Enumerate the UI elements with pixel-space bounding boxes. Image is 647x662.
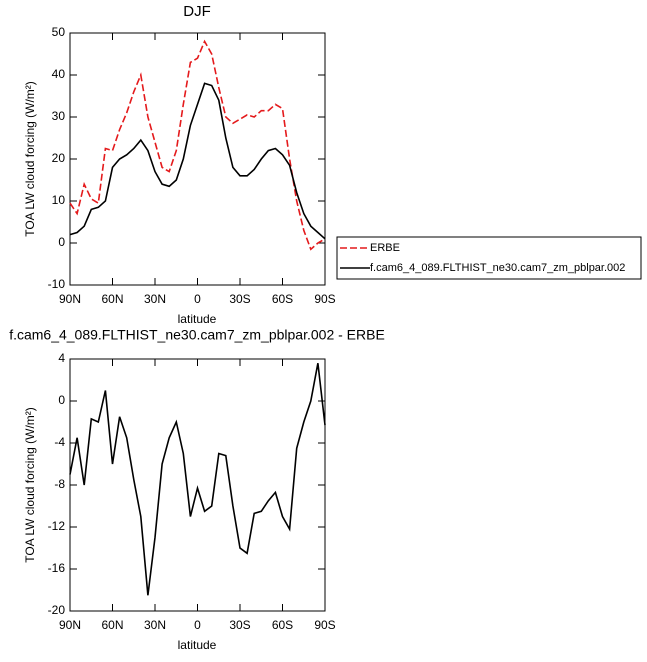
x-tick-label: 60S <box>272 618 293 632</box>
y-tick-label: 0 <box>58 235 65 249</box>
y-axis-label: TOA LW cloud forcing (W/m²) <box>23 407 37 563</box>
x-tick-label: 90N <box>59 292 81 306</box>
x-tick-label: 60N <box>101 292 123 306</box>
plot-frame <box>69 32 326 286</box>
x-tick-label: 30N <box>144 618 166 632</box>
y-tick-label: -8 <box>54 477 65 491</box>
y-tick-label: 30 <box>52 109 66 123</box>
legend-label: f.cam6_4_089.FLTHIST_ne30.cam7_zm_pblpar… <box>370 262 625 274</box>
legend-box <box>336 236 642 280</box>
y-tick-label: 4 <box>58 351 65 365</box>
y-tick-label: -12 <box>48 519 66 533</box>
x-tick-label: 90S <box>314 292 335 306</box>
x-tick-label: 0 <box>194 292 201 306</box>
data-line <box>69 363 326 596</box>
chart-title: DJF <box>183 3 211 20</box>
y-tick-label: -20 <box>48 603 66 617</box>
plot-frame <box>69 358 326 612</box>
y-tick-label: 50 <box>52 25 66 39</box>
legend-label: ERBE <box>370 242 400 254</box>
y-tick-label: 40 <box>52 67 66 81</box>
x-tick-label: 30S <box>229 292 250 306</box>
y-tick-label: -16 <box>48 561 66 575</box>
y-tick-label: -10 <box>48 277 66 291</box>
chart-title: f.cam6_4_089.FLTHIST_ne30.cam7_zm_pblpar… <box>9 327 385 343</box>
y-tick-label: 10 <box>52 193 66 207</box>
y-tick-label: -4 <box>54 435 65 449</box>
x-tick-label: 90N <box>59 618 81 632</box>
x-tick-label: 60S <box>272 292 293 306</box>
x-tick-label: 90S <box>314 618 335 632</box>
y-axis-label: TOA LW cloud forcing (W/m²) <box>23 81 37 237</box>
x-axis-label: latitude <box>178 312 217 326</box>
y-tick-label: 20 <box>52 151 66 165</box>
x-tick-label: 60N <box>101 618 123 632</box>
y-tick-label: 0 <box>58 393 65 407</box>
data-line <box>69 39 326 251</box>
x-tick-label: 30S <box>229 618 250 632</box>
x-tick-label: 0 <box>194 618 201 632</box>
x-axis-label: latitude <box>178 638 217 652</box>
data-line <box>69 82 326 240</box>
x-tick-label: 30N <box>144 292 166 306</box>
